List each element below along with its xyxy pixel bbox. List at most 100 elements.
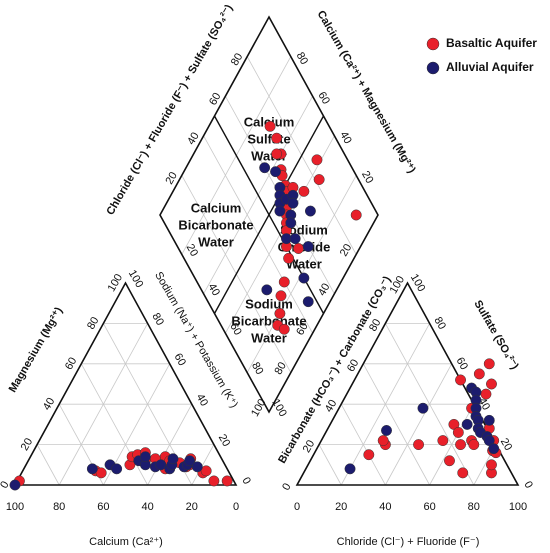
point-basaltic [483, 358, 495, 370]
tick-label: 20 [301, 438, 318, 455]
tick-label: 40 [379, 501, 391, 513]
point-basaltic [292, 243, 304, 254]
point-basaltic [452, 427, 464, 438]
legend-marker [426, 61, 440, 75]
tick-label: 60 [315, 90, 332, 107]
point-basaltic [455, 439, 466, 451]
point-basaltic [275, 290, 287, 302]
tick-label: 20 [335, 501, 347, 513]
point-basaltic [271, 148, 283, 160]
diamond-frame [159, 15, 379, 414]
region-label: Bicarbonate [231, 313, 306, 328]
region-label: Water [286, 256, 322, 271]
tick-label: 100 [6, 501, 24, 513]
tick-label: 40 [316, 281, 333, 298]
tick-label: 60 [97, 501, 109, 513]
point-alluvial [285, 217, 297, 229]
region-label: Sulfate [247, 131, 290, 146]
tick-label: 40 [337, 129, 354, 146]
axis-label-mg: Magnesium (Mg²⁺) [7, 305, 66, 395]
legend-label: Basaltic Aquifer [446, 36, 537, 50]
tick-label: 0 [294, 501, 300, 513]
point-alluvial [302, 241, 314, 252]
point-alluvial [304, 205, 316, 217]
tick-label: 60 [294, 321, 311, 338]
region-label: Water [251, 330, 287, 345]
axis-label-diamond-right: Calcium (Ca²⁺) + Magnesium (Mg²⁺) [315, 9, 418, 176]
tick-label: 40 [41, 396, 58, 413]
point-alluvial [488, 443, 500, 455]
point-basaltic [283, 252, 295, 264]
anion-grid-line [318, 444, 342, 486]
point-alluvial [302, 296, 314, 308]
point-basaltic [473, 368, 485, 380]
point-alluvial [167, 453, 179, 465]
point-basaltic [278, 276, 290, 288]
axis-label-cl-f: Chloride (Cl⁻) + Fluoride (F⁻) [337, 536, 480, 548]
tick-label: 20 [338, 242, 355, 259]
cation-grid-line [36, 444, 60, 486]
point-alluvial [417, 402, 429, 414]
point-basaltic [486, 378, 497, 390]
point-alluvial [344, 463, 356, 475]
tick-label: 0 [280, 481, 293, 492]
tick-label: 80 [85, 315, 102, 332]
point-alluvial [274, 205, 286, 217]
point-basaltic [264, 120, 276, 132]
tick-label: 100 [106, 272, 126, 294]
tick-label: 60 [345, 357, 362, 374]
point-basaltic [311, 154, 323, 166]
point-alluvial [270, 166, 281, 178]
tick-label: 80 [53, 501, 65, 513]
tick-label: 80 [431, 315, 448, 332]
tick-label: 80 [249, 360, 266, 377]
point-basaltic [313, 174, 325, 185]
point-alluvial [139, 451, 151, 463]
tick-label: 100 [269, 397, 289, 419]
tick-label: 40 [205, 281, 222, 298]
tick-label: 60 [172, 351, 189, 368]
axis-label-hco3: Bicarbonate (HCO₃⁻) + Carbonate (CO₃⁻) [276, 274, 394, 466]
point-alluvial [483, 414, 495, 426]
point-basaltic [377, 435, 389, 447]
point-basaltic [455, 374, 466, 386]
point-layer [9, 120, 502, 491]
point-alluvial [287, 197, 299, 209]
tick-label: 80 [367, 317, 384, 334]
axis-label-ca: Calcium (Ca²⁺) [89, 536, 163, 548]
region-label: Water [198, 234, 234, 249]
tick-label: 80 [294, 50, 311, 67]
point-basaltic [480, 388, 492, 400]
tick-label: 0 [521, 479, 534, 490]
point-basaltic [298, 185, 310, 197]
tick-label: 20 [216, 432, 233, 449]
anion-grid-line [385, 363, 453, 486]
point-alluvial [86, 463, 98, 475]
tick-label: 40 [194, 392, 211, 409]
point-alluvial [111, 463, 123, 475]
tick-label: 20 [498, 436, 515, 453]
point-alluvial [381, 425, 392, 436]
region-label-layer: CalciumSulfateWaterCalciumBicarbonateWat… [178, 114, 330, 345]
tick-label: 80 [149, 311, 166, 328]
point-alluvial [191, 461, 203, 473]
point-basaltic [437, 435, 449, 447]
point-basaltic [457, 467, 469, 479]
tick-label: 20 [184, 242, 201, 259]
tick-label: 80 [272, 360, 289, 377]
point-alluvial [289, 233, 301, 245]
tick-label: 60 [207, 91, 224, 108]
point-alluvial [9, 479, 21, 491]
point-basaltic [221, 475, 233, 487]
region-label: Calcium [191, 200, 242, 215]
point-basaltic [271, 132, 283, 144]
tick-label: 80 [229, 51, 246, 68]
point-basaltic [363, 449, 375, 461]
anion-grid-line [340, 404, 386, 486]
tick-label: 40 [141, 501, 153, 513]
legend-label: Alluvial Aquifer [446, 60, 534, 74]
point-basaltic [444, 455, 455, 467]
